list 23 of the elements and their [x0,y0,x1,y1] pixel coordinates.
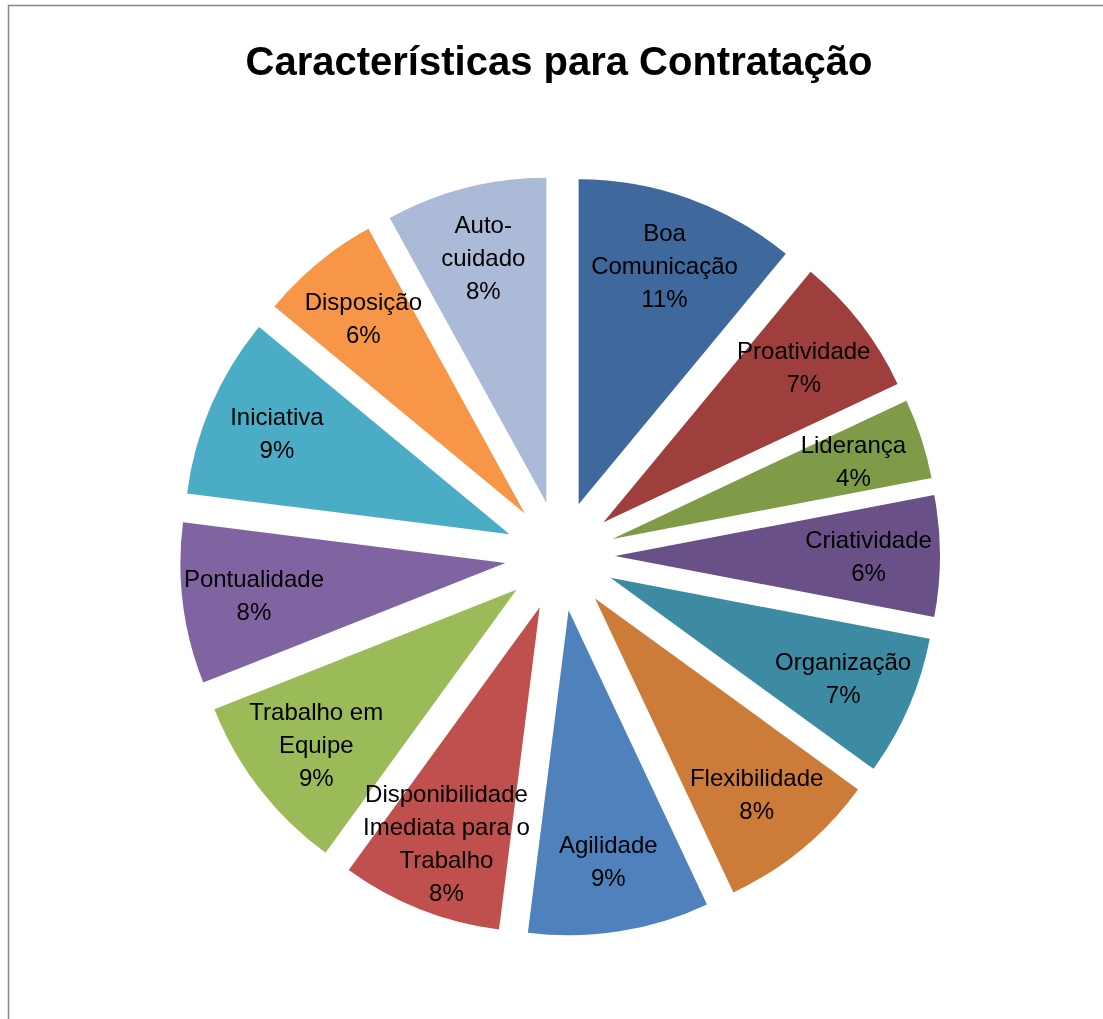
slice-label: Trabalho em Equipe [249,698,384,759]
data-label: 9% [298,764,334,792]
chart-title: Características para Contratação [245,39,873,83]
data-label: 4% [836,463,871,491]
data-label: 8% [739,796,774,824]
slice-label: Agilidade [558,830,658,858]
data-label: 7% [825,681,861,709]
data-label: 8% [465,276,501,304]
data-label: 11% [641,285,688,313]
slice-label: Flexibilidade [689,763,824,791]
data-label: 6% [851,558,886,586]
slice-label: Boa Comunicação [591,219,738,280]
data-label: 6% [346,321,381,349]
data-label: 9% [590,863,626,891]
slice-label: Auto-cuidado [441,210,526,271]
data-label: 7% [786,369,822,397]
data-label: 8% [236,597,272,625]
slice-label: Organização [775,648,912,676]
slice-label: Iniciativa [230,403,325,431]
slice-label: Criatividade [805,525,932,553]
data-label: 9% [259,436,295,464]
data-label: 8% [429,878,464,906]
slice-label: Pontualidade [183,564,324,592]
